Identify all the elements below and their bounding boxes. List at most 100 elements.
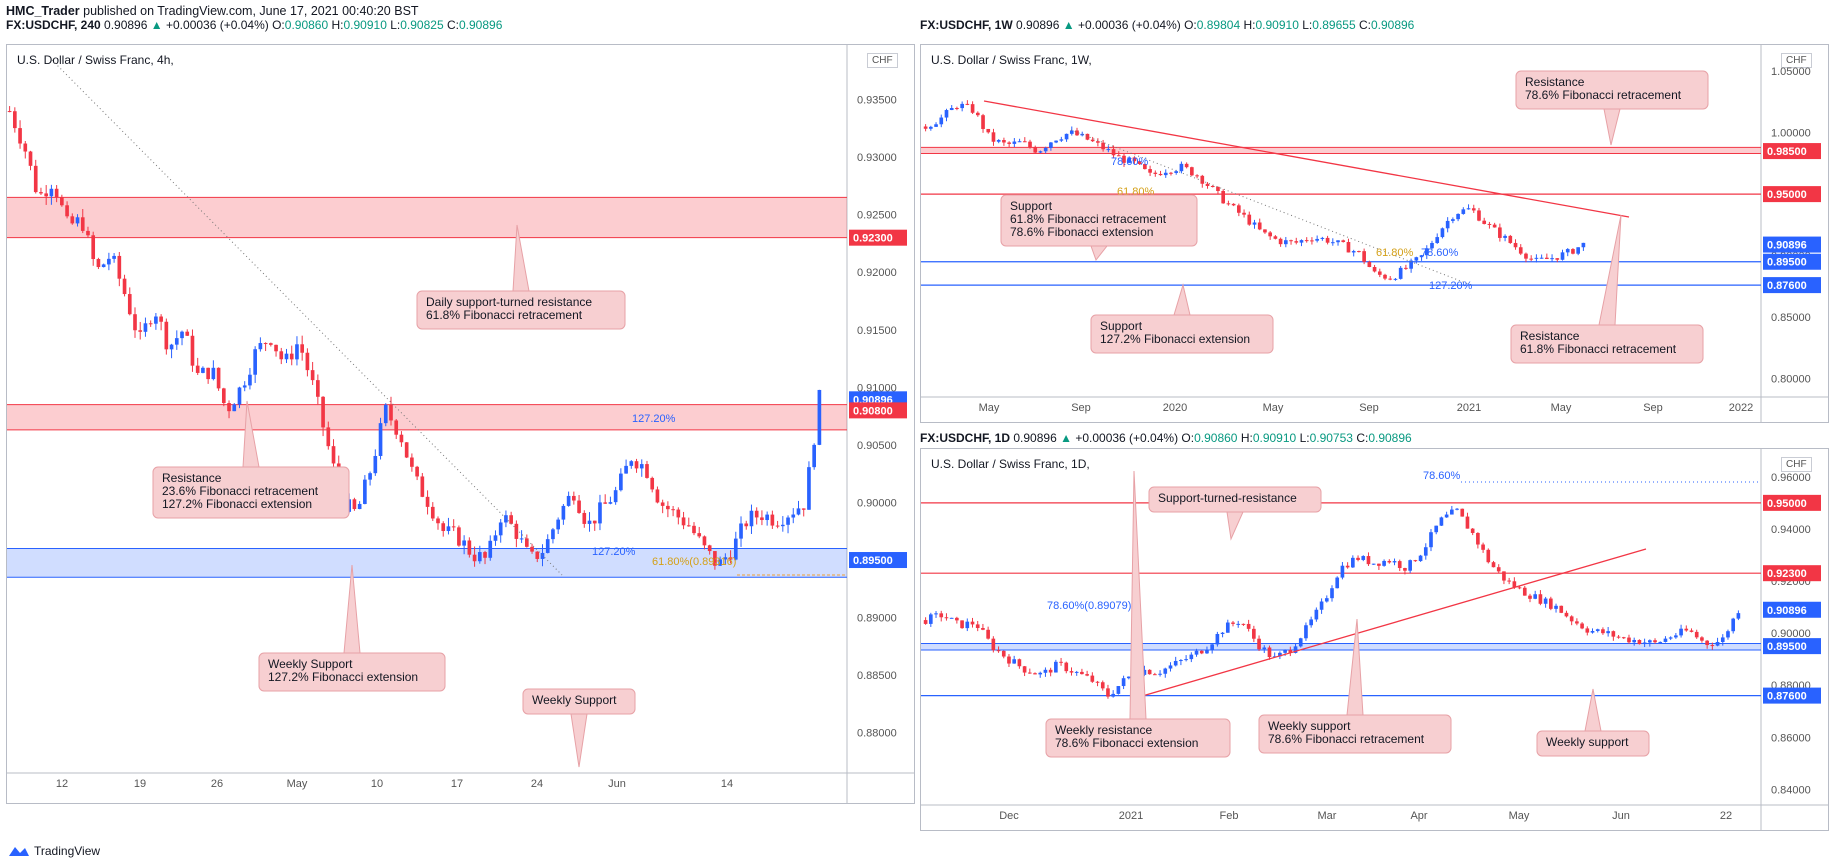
candle-body: [1315, 238, 1319, 241]
candle-body: [1012, 141, 1017, 144]
candle-body: [681, 517, 686, 526]
candle-body: [1637, 639, 1642, 645]
price-tag-label: 0.95000: [1767, 189, 1807, 201]
currency-badge-1d[interactable]: CHF: [1781, 457, 1812, 472]
candle-body: [765, 514, 769, 521]
candle-body: [519, 538, 524, 540]
currency-badge-4h[interactable]: CHF: [867, 53, 898, 68]
candle-body: [676, 509, 681, 518]
candle-body: [1054, 140, 1058, 143]
candle-body: [1392, 561, 1397, 563]
candle-body: [1153, 674, 1157, 676]
currency-badge-1w[interactable]: CHF: [1781, 53, 1812, 68]
candle-body: [1220, 632, 1225, 634]
price-tag-label: 0.87600: [1767, 691, 1807, 703]
candle-body: [1621, 637, 1626, 639]
candle-body: [996, 650, 1001, 652]
price-tick-label: 0.92500: [857, 210, 897, 222]
candle-body: [1335, 577, 1340, 589]
candle-body: [713, 551, 717, 566]
candle-body: [1559, 605, 1564, 613]
candle-body: [1555, 258, 1560, 260]
callout-text: 61.8% Fibonacci retracement: [426, 308, 583, 322]
candle-body: [1142, 669, 1147, 675]
candle-body: [1340, 565, 1345, 578]
chart-canvas-4h[interactable]: 127.20% 127.20% 61.80%(0.89316) 0.93500 0.93…: [7, 45, 914, 803]
candle-body: [1377, 271, 1382, 275]
candle-body: [1189, 654, 1194, 660]
candle-body: [509, 515, 513, 524]
candle-body: [749, 510, 754, 527]
candle-body: [1491, 562, 1496, 568]
chart-panel-4h[interactable]: U.S. Dollar / Swiss Franc, 4h, CHF 127.2…: [6, 44, 915, 804]
chart-canvas-1d[interactable]: 78.60%78.60%(0.89079)0.960000.940000.920…: [921, 449, 1828, 830]
candle-body: [1054, 661, 1058, 673]
candle-body: [1545, 257, 1549, 259]
symbol-line-w1: FX:USDCHF, 1W 0.90896 ▲ +0.00036 (+0.04%…: [920, 18, 1415, 32]
candle-body: [1257, 222, 1262, 230]
candle-body: [1513, 242, 1518, 248]
candle-body: [60, 197, 64, 206]
chart-canvas-1w[interactable]: 78.60%61.80%61.80% 78.60%127.20%1.050001.…: [921, 45, 1828, 422]
candle-body: [960, 620, 964, 629]
candle-body: [1174, 171, 1179, 173]
candle-body: [1252, 222, 1257, 225]
candle-body: [44, 193, 49, 197]
candle-body: [1100, 682, 1105, 689]
candle-body: [1173, 660, 1178, 666]
candle-body: [1007, 142, 1011, 144]
candle-body: [289, 353, 294, 360]
tradingview-logo[interactable]: TradingView: [8, 844, 100, 858]
author-name[interactable]: HMC_Trader: [6, 4, 80, 18]
candle-body: [1268, 232, 1272, 237]
price-tag: [1763, 236, 1821, 253]
candle-body: [1283, 650, 1287, 653]
candle-body: [195, 365, 200, 373]
candle-body: [1002, 140, 1006, 143]
price-tick-label: 0.94000: [1771, 524, 1811, 536]
price-tag-label: 0.90800: [853, 405, 893, 417]
level-zone: [7, 548, 847, 578]
candle-body: [326, 427, 331, 447]
candle-body: [1455, 508, 1459, 510]
candle-body: [1226, 203, 1231, 205]
candle-body: [248, 374, 252, 386]
candle-body: [1590, 630, 1595, 633]
candle-body: [1409, 260, 1413, 269]
candle-body: [300, 344, 305, 353]
candle-body: [639, 464, 644, 469]
candle-body: [1085, 133, 1090, 140]
candle-body: [981, 628, 985, 630]
price-tag-label: 0.92300: [1767, 568, 1807, 580]
candle-body: [425, 496, 430, 507]
candle-body: [216, 367, 221, 389]
candle-body: [373, 455, 378, 474]
candle-body: [65, 205, 69, 217]
candle-body: [180, 331, 184, 339]
candle-body: [1231, 622, 1235, 624]
candle-body: [1126, 676, 1131, 679]
candle-body: [138, 330, 143, 332]
candle-body: [587, 520, 592, 524]
candle-body: [1534, 257, 1539, 259]
candle-body: [1430, 242, 1434, 249]
candle-body: [1507, 580, 1511, 582]
candle-body: [1627, 637, 1631, 643]
candle-body: [1460, 508, 1465, 517]
candle-body: [1663, 638, 1668, 642]
candle-body: [1074, 671, 1079, 673]
tradingview-logo-text: TradingView: [34, 844, 101, 858]
chart-panel-1d[interactable]: U.S. Dollar / Swiss Franc, 1D, CHF 78.60…: [920, 448, 1829, 831]
candle-body: [1512, 581, 1517, 588]
callout-box: [522, 688, 636, 715]
time-tick-label: Dec: [999, 810, 1019, 822]
candle-body: [1153, 172, 1158, 174]
candle-body: [1325, 237, 1330, 243]
chart-panel-1w[interactable]: U.S. Dollar / Swiss Franc, 1W, CHF 78.60…: [920, 44, 1829, 423]
fib-label: 78.60%: [1111, 156, 1149, 168]
candle-body: [1007, 656, 1011, 664]
callout-text: 78.6% Fibonacci extension: [1055, 736, 1198, 750]
tradingview-logo-icon: [9, 847, 29, 856]
candle-body: [1158, 673, 1162, 675]
time-tick-label: May: [1551, 402, 1572, 414]
